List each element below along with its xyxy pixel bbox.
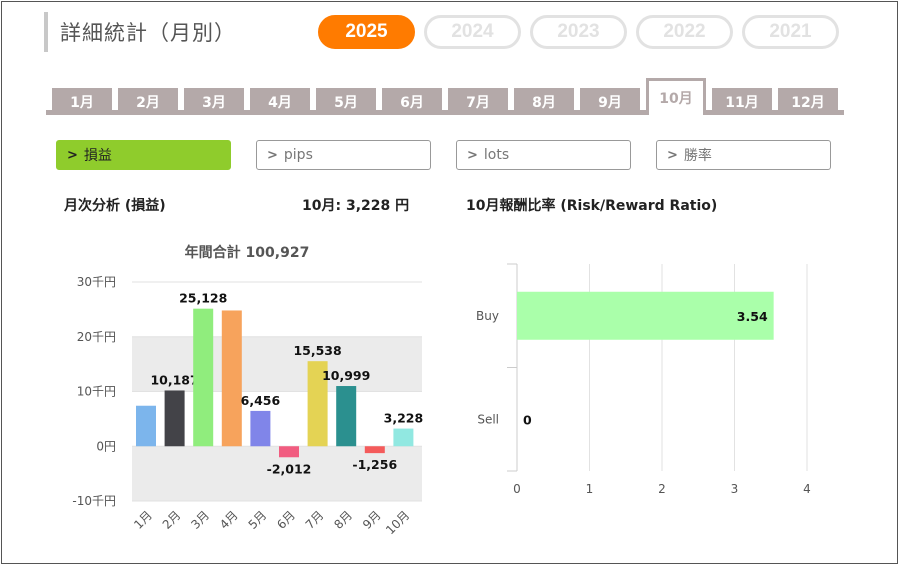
bar-6[interactable] [279, 446, 299, 458]
tab-month-2[interactable]: 2月 [118, 88, 178, 115]
data-label: 0 [523, 412, 532, 427]
data-label: 25,128 [179, 291, 227, 306]
x-tick-label: 7月 [303, 508, 327, 532]
x-tick-label: 4 [803, 482, 811, 496]
data-label: 3,228 [384, 411, 424, 426]
tab-month-8[interactable]: 8月 [514, 88, 574, 115]
x-tick-label: 6月 [274, 508, 298, 532]
y-tick-label: 0円 [96, 439, 116, 453]
tab-month-1[interactable]: 1月 [52, 88, 112, 115]
year-button-2021[interactable]: 2021 [742, 15, 839, 49]
filter-winrate-button[interactable]: > 勝率 [656, 140, 831, 170]
tab-month-10[interactable]: 10月 [646, 78, 706, 115]
x-tick-label: 3 [731, 482, 739, 496]
data-label: 6,456 [241, 393, 281, 408]
category-label: Sell [477, 412, 499, 426]
current-month-value: 10月: 3,228 円 [302, 198, 410, 214]
x-tick-label: 1月 [131, 508, 155, 532]
bar-5[interactable] [250, 410, 271, 447]
year-button-2025[interactable]: 2025 [318, 15, 415, 49]
filter-profit-button[interactable]: > 損益 [56, 140, 231, 170]
filter-pips-button[interactable]: > pips [256, 140, 431, 170]
monthly-profit-chart: 30千円 20千円 10千円 0円 -10千円 年間合計 100,927 1月 10,187 2… [72, 244, 424, 537]
y-tick-label: 30千円 [77, 275, 116, 289]
bar-10[interactable] [393, 428, 414, 447]
bar-3[interactable] [193, 308, 214, 447]
x-tick-label: 2月 [160, 508, 184, 532]
category-label: Buy [476, 309, 499, 323]
x-tick-label: 3月 [188, 508, 212, 532]
grid-band [132, 336, 422, 392]
filter-label: 勝率 [683, 148, 712, 164]
grid-band [132, 446, 422, 501]
data-label: 15,538 [293, 343, 341, 358]
chevron-right-icon: > [467, 147, 478, 163]
x-tick-label: 5月 [246, 508, 270, 532]
x-tick-label: 10月 [383, 508, 412, 537]
x-tick-label: 2 [658, 482, 666, 496]
month-tabs: 1月 2月 3月 4月 5月 6月 7月 8月 9月 10月 11月 12月 [46, 78, 844, 115]
risk-reward-chart: 0 1 2 3 4 Buy 3.54 Sell 0 [476, 263, 811, 496]
bar-4[interactable] [221, 310, 242, 447]
data-label: 10,187 [150, 372, 198, 387]
year-button-2022[interactable]: 2022 [636, 15, 733, 49]
y-tick-label: -10千円 [72, 494, 116, 508]
chevron-right-icon: > [67, 147, 78, 163]
tab-month-5[interactable]: 5月 [316, 88, 376, 115]
tab-month-11[interactable]: 11月 [712, 88, 772, 115]
tab-month-4[interactable]: 4月 [250, 88, 310, 115]
filter-label: lots [483, 147, 510, 163]
risk-reward-heading: 10月報酬比率 (Risk/Reward Ratio) [466, 198, 718, 214]
bar-2[interactable] [164, 390, 185, 447]
tab-month-7[interactable]: 7月 [448, 88, 508, 115]
tab-month-9[interactable]: 9月 [580, 88, 640, 115]
page-title: 詳細統計（月別） [44, 12, 236, 52]
data-label: 10,999 [322, 368, 370, 383]
filter-label: 損益 [83, 148, 112, 164]
tab-month-12[interactable]: 12月 [778, 88, 838, 115]
month-tabs-baseline [46, 110, 844, 115]
chevron-right-icon: > [267, 147, 278, 163]
x-tick-label: 1 [586, 482, 594, 496]
monthly-analysis-heading: 月次分析 (損益) [64, 198, 166, 214]
data-label: -2,012 [267, 461, 312, 476]
chevron-right-icon: > [667, 147, 678, 163]
bar-7[interactable] [307, 361, 328, 447]
x-tick-label: 9月 [360, 508, 384, 532]
y-tick-label: 10千円 [77, 385, 116, 399]
x-tick-label: 0 [513, 482, 521, 496]
filter-lots-button[interactable]: > lots [456, 140, 631, 170]
year-button-2023[interactable]: 2023 [530, 15, 627, 49]
bar-9[interactable] [364, 446, 385, 454]
year-selector: 2025 2024 2023 2022 2021 [318, 15, 839, 49]
tab-month-6[interactable]: 6月 [382, 88, 442, 115]
bar-1[interactable] [136, 405, 156, 447]
filter-label: pips [283, 147, 313, 163]
data-label: 3.54 [737, 309, 768, 324]
bar-buy[interactable] [517, 291, 774, 340]
bar-8[interactable] [336, 386, 357, 447]
chart-title: 年間合計 100,927 [185, 244, 310, 261]
tab-month-3[interactable]: 3月 [184, 88, 244, 115]
x-tick-label: 8月 [331, 508, 355, 532]
x-tick-label: 4月 [217, 508, 241, 532]
y-tick-label: 20千円 [77, 330, 116, 344]
year-button-2024[interactable]: 2024 [424, 15, 521, 49]
data-label: -1,256 [352, 457, 397, 472]
